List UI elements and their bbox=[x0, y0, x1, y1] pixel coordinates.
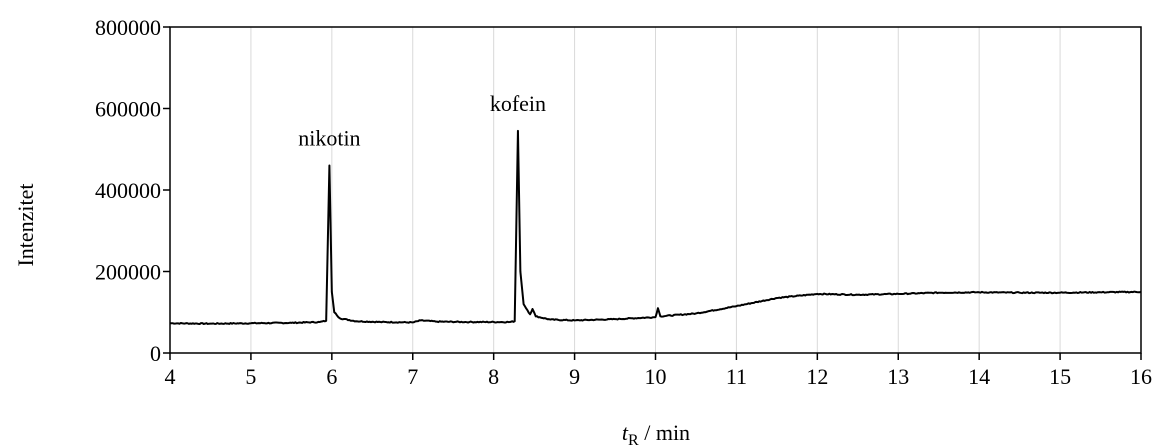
y-tick-label: 600000 bbox=[95, 97, 161, 122]
x-tick-label: 16 bbox=[1130, 364, 1152, 389]
y-tick-label: 800000 bbox=[95, 15, 161, 40]
x-axis-title-sub: R bbox=[628, 432, 639, 448]
x-axis-title-rest: / min bbox=[639, 420, 690, 445]
x-axis-title-var: t bbox=[622, 420, 629, 445]
tick-labels: 4 5 6 7 8 9 10 11 12 13 14 15 16 0 200000 400000 600000 8… bbox=[95, 15, 1152, 389]
x-axis-title: tR / min bbox=[622, 420, 690, 448]
x-tick-label: 12 bbox=[806, 364, 828, 389]
peak-annotations: nikotin kofein bbox=[298, 91, 546, 151]
x-tick-label: 6 bbox=[326, 364, 337, 389]
y-tick-label: 200000 bbox=[95, 260, 161, 285]
axes bbox=[163, 26, 1142, 360]
y-tick-label: 400000 bbox=[95, 178, 161, 203]
chromatogram-trace bbox=[169, 129, 1142, 326]
y-axis-title: Intenzitet bbox=[13, 183, 38, 266]
x-tick-label: 10 bbox=[645, 364, 667, 389]
x-tick-label: 15 bbox=[1049, 364, 1071, 389]
x-tick-label: 5 bbox=[245, 364, 256, 389]
x-tick-label: 13 bbox=[887, 364, 909, 389]
x-tick-label: 7 bbox=[407, 364, 418, 389]
x-tick-label: 14 bbox=[968, 364, 990, 389]
peak-label: kofein bbox=[490, 91, 546, 116]
x-tick-label: 11 bbox=[726, 364, 747, 389]
peak-label: nikotin bbox=[298, 126, 360, 151]
x-tick-label: 4 bbox=[165, 364, 176, 389]
x-tick-label: 9 bbox=[569, 364, 580, 389]
grid-lines bbox=[250, 27, 1142, 353]
y-tick-label: 0 bbox=[150, 341, 161, 366]
x-tick-label: 8 bbox=[488, 364, 499, 389]
